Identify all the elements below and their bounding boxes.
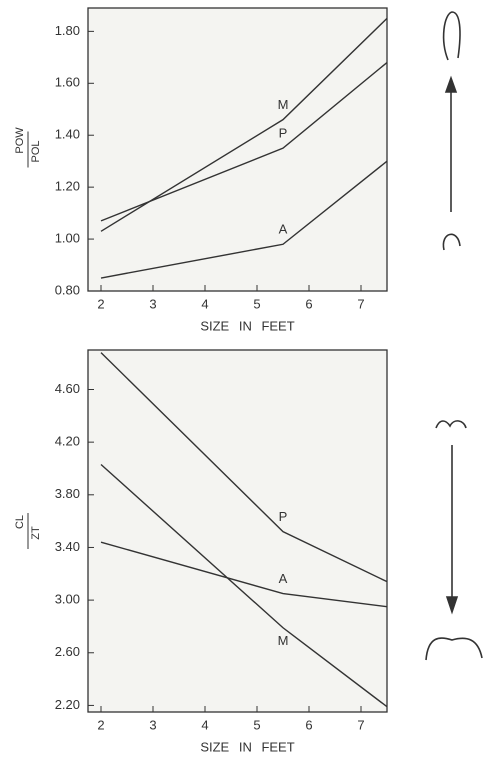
y-tick-label: 3.40 [55, 539, 80, 554]
icons [426, 12, 482, 660]
y-tick-label: 1.00 [55, 231, 80, 246]
plot-area [88, 350, 387, 712]
y-axis-label: POW [14, 127, 26, 154]
icon-tall [444, 12, 460, 60]
y-tick-label: 1.80 [55, 23, 80, 38]
y-axis-label: CL [14, 515, 26, 529]
figure: 0.80 1.00 1.20 1.40 1.60 1.80 2 3 4 5 6 7 SIZE IN FE… [0, 0, 485, 758]
x-tick-label: 4 [201, 296, 208, 311]
arrowhead [446, 78, 456, 92]
x-tick-label: 7 [357, 717, 364, 732]
plot-area [88, 8, 387, 291]
series-label: A [279, 222, 288, 237]
y-tick-label: 4.60 [55, 381, 80, 396]
y-tick-label: 4.20 [55, 434, 80, 449]
x-tick-label: 5 [253, 717, 260, 732]
y-tick-label: 3.00 [55, 592, 80, 607]
y-axis-label: POL [30, 140, 42, 162]
y-tick-label: 0.80 [55, 282, 80, 297]
series-label: P [279, 126, 288, 141]
series-label: M [278, 97, 289, 112]
y-tick-label: 1.40 [55, 127, 80, 142]
y-tick-label: 1.20 [55, 179, 80, 194]
x-tick-label: 5 [253, 296, 260, 311]
x-axis-label: SIZE IN FEET [200, 739, 294, 754]
x-tick-label: 2 [97, 717, 104, 732]
x-tick-label: 4 [201, 717, 208, 732]
x-tick-label: 6 [305, 296, 312, 311]
arrowhead [447, 597, 457, 612]
x-tick-label: 7 [357, 296, 364, 311]
x-tick-label: 2 [97, 296, 104, 311]
y-tick-label: 1.60 [55, 75, 80, 90]
icon-short [443, 234, 460, 250]
series-label: P [279, 509, 288, 524]
x-axis-label: SIZE IN FEET [200, 318, 294, 333]
series-label: A [279, 571, 288, 586]
x-tick-label: 6 [305, 717, 312, 732]
y-axis-label: ZT [30, 526, 42, 540]
x-tick-label: 3 [149, 296, 156, 311]
x-tick-label: 3 [149, 717, 156, 732]
y-tick-label: 3.80 [55, 486, 80, 501]
y-tick-label: 2.60 [55, 644, 80, 659]
series-label: M [278, 633, 289, 648]
icon-skull-bottom [426, 638, 482, 660]
icon-skull-top [436, 421, 466, 428]
y-tick-label: 2.20 [55, 697, 80, 712]
